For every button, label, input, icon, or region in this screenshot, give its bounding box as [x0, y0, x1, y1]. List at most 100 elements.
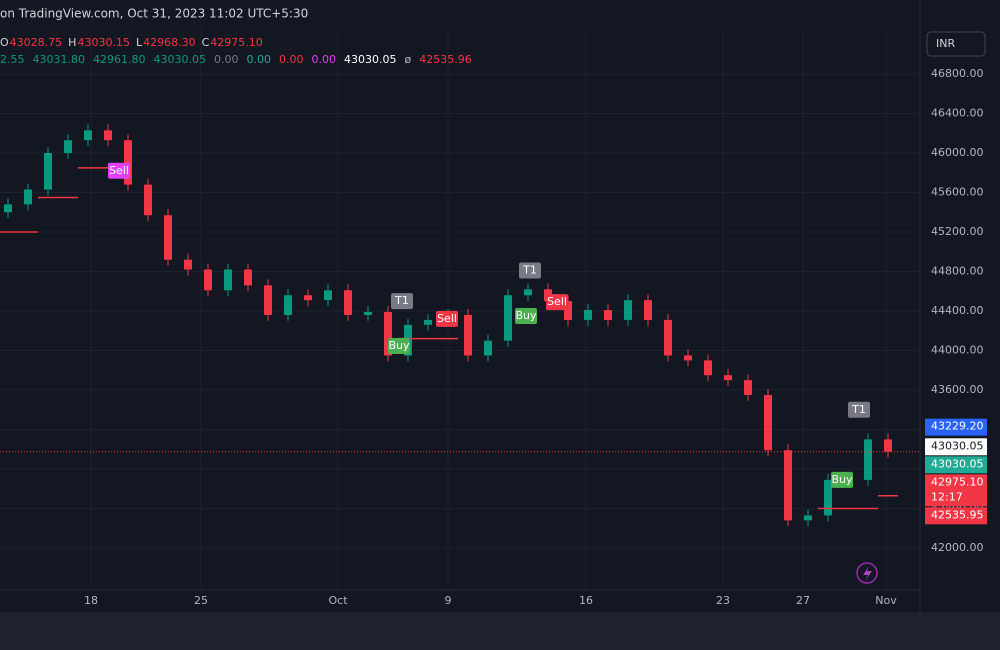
signal-label: Buy	[515, 309, 537, 322]
signal-label-bg	[546, 294, 568, 311]
plot: Sell T1 Buy Sell T1 Buy Sell T1 Buy	[0, 124, 920, 527]
indicator-value: ø	[405, 53, 412, 66]
candle-body	[804, 515, 812, 521]
candle-body	[84, 130, 92, 141]
ohlc-value: 43030.15	[77, 36, 130, 49]
signal-label-bg	[391, 293, 413, 310]
indicator-value: 42535.96	[419, 53, 472, 66]
candle-body	[244, 269, 252, 286]
ohlc-value: 43028.75	[10, 36, 63, 49]
price-label-bg	[925, 474, 987, 507]
signal-label-bg	[515, 307, 537, 324]
signal-label-bg	[388, 337, 410, 354]
signal-label: T1	[394, 294, 409, 307]
candle-body	[324, 290, 332, 301]
signal-label: Sell	[109, 164, 129, 177]
candle-body	[144, 184, 152, 216]
ohlc-value: 42975.10	[210, 36, 263, 49]
signal-label: T1	[851, 403, 866, 416]
candle-body	[584, 310, 592, 320]
candle-body	[424, 319, 432, 325]
signal-label: Sell	[437, 312, 457, 325]
y-tick-label: 46800.00	[931, 67, 984, 80]
indicator-value: 0.00	[214, 53, 239, 66]
y-tick-label: 45200.00	[931, 225, 984, 238]
candle-body	[204, 269, 212, 291]
candle-body	[164, 215, 172, 260]
currency[interactable]: INR	[936, 37, 955, 50]
indicator-value: 0.00	[312, 53, 337, 66]
x-tick-label: 25	[194, 594, 208, 607]
candle-body	[484, 340, 492, 356]
ohlc-key: H	[68, 36, 76, 49]
indicator-value: 43030.05	[344, 53, 397, 66]
candle-body	[644, 300, 652, 320]
candle-body	[684, 355, 692, 361]
candle-body	[4, 204, 12, 213]
candle-body	[824, 479, 832, 516]
x-tick-label: Oct	[328, 594, 348, 607]
candle-body	[464, 314, 472, 356]
candle-body	[124, 140, 132, 185]
footer-bar	[0, 612, 1000, 650]
y-tick-label: 46400.00	[931, 107, 984, 120]
signal-label: Buy	[388, 339, 410, 352]
x-tick-label: 23	[716, 594, 730, 607]
candle-body	[604, 310, 612, 320]
price-label-bg	[925, 507, 987, 525]
price-label-bg	[925, 418, 987, 436]
signal-label-bg	[831, 471, 853, 488]
candle-body	[784, 450, 792, 521]
x-tick-label: 16	[579, 594, 593, 607]
y-tick-label: 45600.00	[931, 186, 984, 199]
price-label: 43030.05	[931, 457, 984, 470]
signal-label: T1	[522, 264, 537, 277]
price-label: 42535.95	[931, 508, 984, 521]
indicator-value: 0.00	[279, 53, 304, 66]
candle-body	[564, 301, 572, 320]
ohlc-key: C	[202, 36, 210, 49]
indicator-value: 42961.80	[93, 53, 146, 66]
indicator-value: 43030.05	[154, 53, 207, 66]
y-tick-label: 44400.00	[931, 304, 984, 317]
candle-body	[104, 130, 112, 141]
signal-label: Sell	[547, 295, 567, 308]
price-label: 43229.20	[931, 420, 984, 433]
candle-body	[764, 394, 772, 451]
candle-body	[64, 140, 72, 154]
price-label: 43030.05	[931, 439, 984, 452]
candle-body	[264, 285, 272, 315]
candle-body	[284, 295, 292, 315]
ohlc-key: L	[136, 36, 143, 49]
candle-body	[624, 300, 632, 320]
y-tick-label: 43600.00	[931, 383, 984, 396]
price-label: 42975.10	[931, 475, 984, 488]
x-tick-label: 27	[796, 594, 810, 607]
candle-body	[504, 295, 512, 341]
currency-button[interactable]	[926, 31, 986, 57]
candle-body	[864, 439, 872, 480]
source-title: on TradingView.com, Oct 31, 2023 11:02 U…	[0, 7, 308, 21]
price-label-bg	[925, 456, 987, 474]
candle-body	[304, 295, 312, 301]
candle-body	[884, 439, 892, 452]
x-tick-label: 18	[84, 594, 98, 607]
candle-body	[524, 289, 532, 296]
signal-label-bg	[436, 310, 458, 327]
ohlc-value: 42968.30	[143, 36, 196, 49]
signal-label-bg	[848, 401, 870, 418]
candle-body	[364, 312, 372, 315]
candle-body	[384, 312, 392, 356]
y-tick-label: 44800.00	[931, 265, 984, 278]
alert-bolt	[863, 566, 872, 581]
alert-icon[interactable]	[856, 562, 878, 584]
candle-body	[744, 380, 752, 395]
candle-body	[184, 259, 192, 270]
indicator-value: 43031.80	[33, 53, 86, 66]
x-tick-label: Nov	[875, 594, 897, 607]
candle-body	[344, 290, 352, 315]
price-label-bg	[925, 438, 987, 456]
candle-body	[44, 153, 52, 190]
